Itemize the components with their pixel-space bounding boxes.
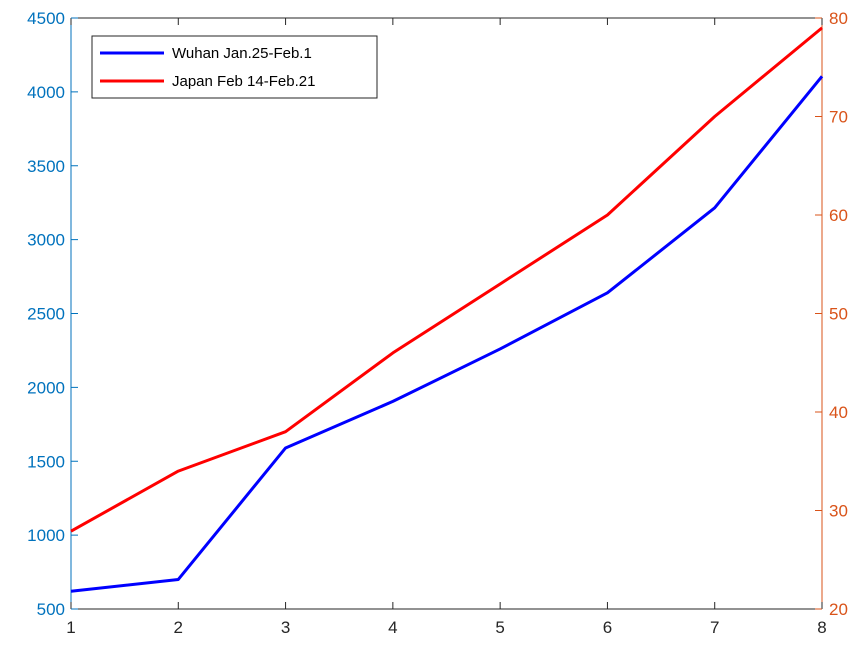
plot-area [71,18,822,609]
series-line-1 [70,75,824,593]
series-group [70,26,824,593]
y-left-tick-label: 2000 [27,378,65,397]
y-right-tick-label: 50 [829,305,848,324]
x-tick-label: 3 [281,618,290,637]
x-tick-label: 1 [66,618,75,637]
y-right-tick-label: 20 [829,600,848,619]
y-right-tick-label: 30 [829,502,848,521]
y-left-tick-label: 1000 [27,526,65,545]
legend-box [91,35,378,99]
y-left-tick-label: 3500 [27,157,65,176]
legend: Wuhan Jan.25-Feb.1 Japan Feb 14-Feb.21 [91,35,378,99]
x-tick-label: 6 [603,618,612,637]
y-left-tick-label: 2500 [27,305,65,324]
y-right-tick-label: 60 [829,206,848,225]
y-left-tick-label: 3000 [27,231,65,250]
y-left-tick-label: 1500 [27,452,65,471]
y-left-tick-label: 4500 [27,9,65,28]
x-tick-label: 2 [174,618,183,637]
x-tick-label: 4 [388,618,397,637]
y-right-tick-label: 70 [829,108,848,127]
y-right-tick-label: 40 [829,403,848,422]
x-tick-label: 8 [817,618,826,637]
x-tick-label: 7 [710,618,719,637]
y-left-tick-label: 4000 [27,83,65,102]
series-line-2 [70,26,823,533]
x-tick-label: 5 [495,618,504,637]
legend-label-2: Japan Feb 14-Feb.21 [172,73,315,90]
legend-label-1: Wuhan Jan.25-Feb.1 [172,45,312,62]
y-left-tick-label: 500 [37,600,65,619]
y-right-tick-label: 80 [829,9,848,28]
axes-group: 1 2 3 4 5 6 7 8 500 1000 1500 2000 2500 3000 3500 4000 4… [27,9,848,637]
